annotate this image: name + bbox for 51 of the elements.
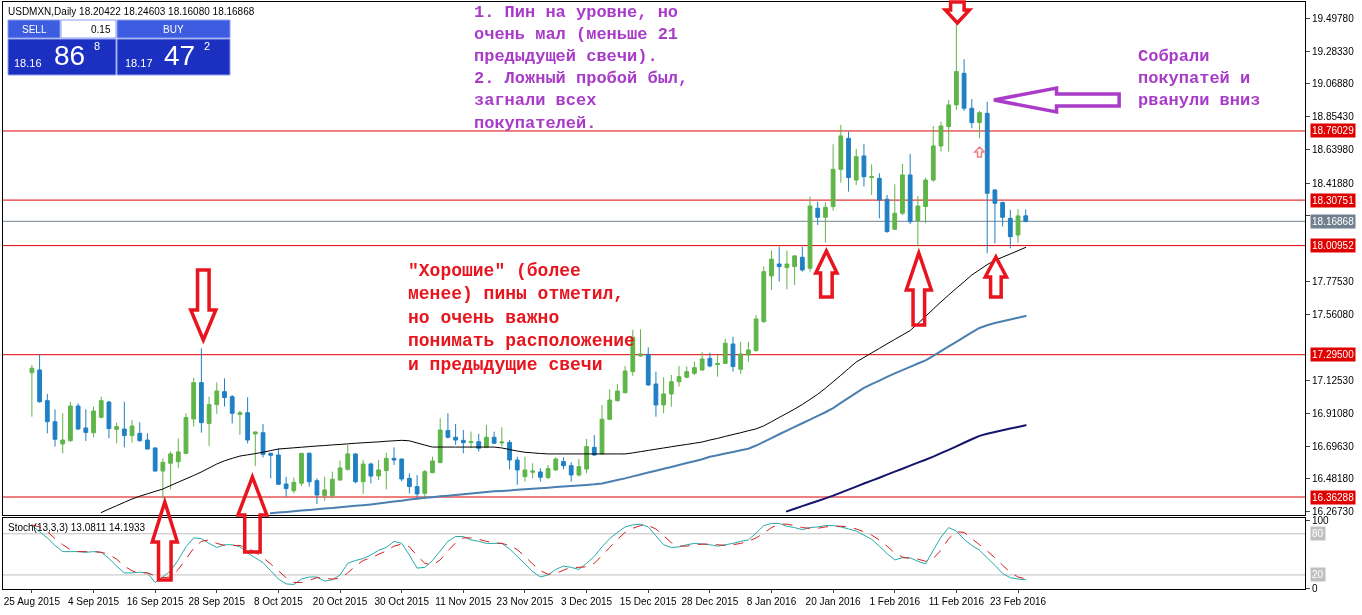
annotation: 18.16 <box>14 57 42 69</box>
annotation: 1. Пин на уровне, но очень мал (меньше 21 предыдущей свечи). 2. Ложный пробой был, загнали всех покупателей. <box>474 3 689 133</box>
ref-line-label: 16.36288 <box>1312 492 1355 503</box>
x-tick-label: 11 Nov 2015 <box>435 596 492 607</box>
x-tick-label: 28 Dec 2015 <box>681 596 739 607</box>
x-tick-label: 20 Jan 2016 <box>805 596 862 607</box>
annotation: SELL <box>22 24 47 35</box>
x-tick-label: 8 Oct 2015 <box>253 596 304 607</box>
y-tick-label: 16.91080 <box>1312 407 1355 419</box>
ref-line-label: 20 <box>1312 569 1324 580</box>
y-tick-label: 17.12530 <box>1312 375 1355 387</box>
annotation: 47 <box>164 40 196 71</box>
x-tick-label: 1 Feb 2016 <box>869 596 921 607</box>
annotation: 18.17 <box>125 57 153 69</box>
y-tick-label: 19.28330 <box>1312 45 1355 57</box>
y-tick-label: 19.06880 <box>1312 78 1355 90</box>
annotation: 0.15 <box>91 24 111 35</box>
chart-title: USDMXN,Daily 18.20422 18.24603 18.16080 18.16868 <box>8 6 255 17</box>
y-tick-label: 19.49780 <box>1312 12 1355 24</box>
y-tick-label: 18.41880 <box>1312 177 1355 189</box>
y-tick-label: 16.48180 <box>1312 473 1355 485</box>
annotation: BUY <box>163 24 184 35</box>
x-tick-label: 11 Feb 2016 <box>928 596 985 607</box>
x-tick-label: 25 Aug 2015 <box>3 596 61 607</box>
annotation: 86 <box>54 40 86 71</box>
x-tick-label: 28 Sep 2015 <box>188 596 246 607</box>
x-tick-label: 16 Sep 2015 <box>126 596 184 607</box>
x-tick-label: 4 Sep 2015 <box>67 596 120 607</box>
x-tick-label: 15 Dec 2015 <box>619 596 678 607</box>
ref-line-label: 80 <box>1312 528 1324 539</box>
y-tick-label: 17.77530 <box>1312 275 1355 287</box>
annotation: 2 <box>204 40 211 52</box>
y-tick-label: 18.63980 <box>1312 143 1355 155</box>
x-tick-label: 23 Feb 2016 <box>989 596 1047 607</box>
x-tick-label: 30 Oct 2015 <box>374 596 430 607</box>
chart-title: Stoch(13,3,3) 13.0811 14.1933 <box>8 522 146 533</box>
x-tick-label: 20 Oct 2015 <box>312 596 368 607</box>
text: Собрали покупатей и рванули вниз <box>1138 47 1261 111</box>
ref-line-label: 18.16868 <box>1312 216 1355 227</box>
annotation: 8 <box>94 40 101 52</box>
x-tick-label: 23 Nov 2015 <box>496 596 554 607</box>
y-tick-label: 16.69630 <box>1312 440 1355 452</box>
ref-line-label: 18.30751 <box>1312 195 1355 206</box>
x-tick-label: 8 Jan 2016 <box>746 596 797 607</box>
ref-line-label: 18.00952 <box>1312 240 1355 251</box>
ref-line-label: 18.76029 <box>1312 125 1355 136</box>
x-tick-label: 3 Dec 2015 <box>561 596 613 607</box>
y-tick-label: 17.56080 <box>1312 308 1355 320</box>
y-tick-label: 18.85430 <box>1312 111 1355 123</box>
y-tick-label: 0 <box>1312 583 1318 595</box>
ref-line-label: 17.29500 <box>1312 349 1355 360</box>
